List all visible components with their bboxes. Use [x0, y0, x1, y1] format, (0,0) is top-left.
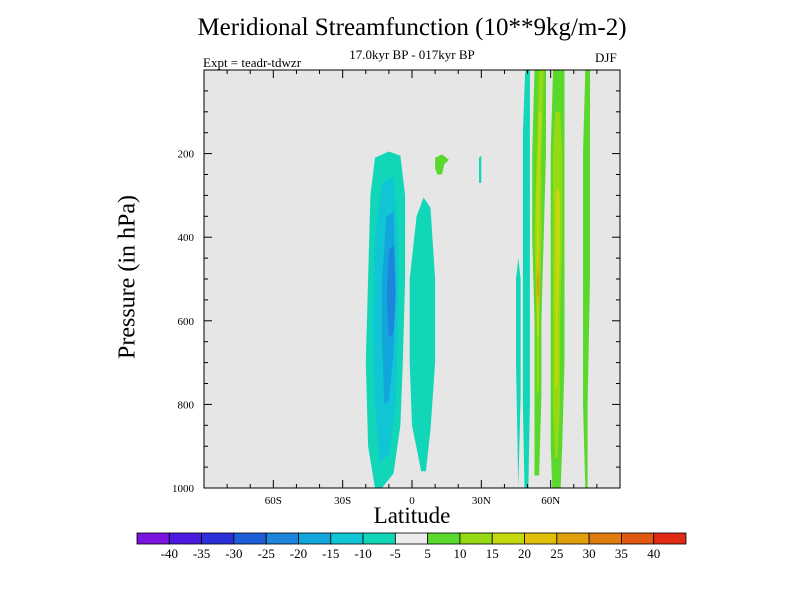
colorbar-label: 30	[583, 546, 596, 561]
contour-cell-minus10-east	[409, 197, 436, 472]
colorbar-label: 40	[647, 546, 660, 561]
contour-strip-minus5-a	[516, 258, 521, 488]
contour-cell-minus25-core	[386, 245, 396, 338]
colorbar-label: 10	[453, 546, 466, 561]
colorbar-swatch	[524, 532, 558, 545]
y-tick-label: 1000	[172, 483, 195, 495]
y-tick-label: 600	[178, 316, 195, 328]
contour-strip-minus10-b	[522, 70, 530, 488]
colorbar-swatch	[168, 532, 202, 545]
x-tick-label: 30N	[472, 495, 491, 507]
x-tick-label: 30S	[334, 495, 351, 507]
chart-title: Meridional Streamfunction (10**9kg/m-2)	[197, 14, 627, 41]
colorbar-swatch	[556, 532, 590, 545]
contour-strip-plus10-c	[583, 70, 590, 488]
experiment-label: Expt = teadr-tdwzr	[203, 55, 302, 70]
colorbar-swatch	[427, 532, 461, 545]
axis-ticks: 60S 30S 0 30N 60N 200 400 600 800 1000	[172, 69, 620, 507]
colorbar: -40 -35 -30 -25 -20 -15 -10 -5 5 10 15 20 25 30 35 40	[136, 532, 687, 561]
contour-cell-plus5-blob	[435, 154, 449, 175]
colorbar-swatch	[330, 532, 364, 545]
colorbar-label: 20	[518, 546, 531, 561]
colorbar-label: -15	[322, 546, 339, 561]
x-tick-label: 0	[409, 495, 415, 507]
colorbar-swatch	[588, 532, 622, 545]
colorbar-swatch	[491, 532, 525, 545]
contour-strip-plus30-a	[536, 270, 540, 296]
colorbar-label: -40	[161, 546, 178, 561]
colorbar-label: -10	[354, 546, 371, 561]
season-label: DJF	[595, 50, 617, 65]
colorbar-label: -20	[290, 546, 307, 561]
colorbar-label: 5	[424, 546, 431, 561]
x-tick-label: 60S	[265, 495, 282, 507]
contour-cell-minus10-dot	[479, 155, 482, 183]
colorbar-swatch	[298, 532, 332, 545]
colorbar-swatch	[201, 532, 235, 545]
colorbar-swatch	[136, 532, 170, 545]
colorbar-swatch	[459, 532, 493, 545]
y-tick-label: 800	[178, 399, 195, 411]
colorbar-swatch	[233, 532, 267, 545]
colorbar-label: 15	[486, 546, 499, 561]
chart-subtitle: 17.0kyr BP - 017kyr BP	[349, 47, 475, 62]
y-tick-label: 400	[178, 232, 195, 244]
x-tick-label: 60N	[541, 495, 560, 507]
colorbar-swatch	[362, 532, 396, 545]
colorbar-swatch	[653, 532, 687, 545]
colorbar-label: -5	[390, 546, 401, 561]
colorbar-swatch	[265, 532, 299, 545]
colorbar-label: -35	[193, 546, 210, 561]
contour-fill-layer	[365, 70, 590, 488]
colorbar-label: -25	[258, 546, 275, 561]
colorbar-swatch	[621, 532, 655, 545]
y-tick-label: 200	[178, 149, 195, 161]
colorbar-label: 35	[615, 546, 628, 561]
colorbar-label: -30	[225, 546, 242, 561]
colorbar-swatch	[394, 532, 429, 545]
x-axis-label: Latitude	[373, 503, 451, 528]
contour-strip-plus20-b	[555, 187, 560, 388]
colorbar-label: 25	[550, 546, 563, 561]
